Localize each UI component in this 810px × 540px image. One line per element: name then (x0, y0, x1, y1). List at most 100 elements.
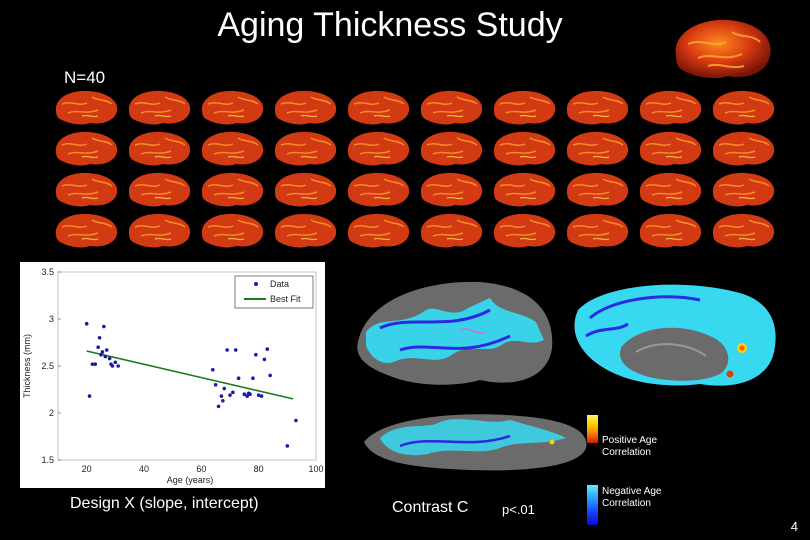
data-point (102, 324, 106, 329)
x-tick-label: 100 (308, 464, 323, 474)
brain-thumbnail (198, 88, 271, 129)
brain-icon (639, 172, 702, 207)
brain-icon (420, 131, 483, 166)
data-point (107, 356, 112, 361)
brain-icon (274, 172, 337, 207)
data-point (268, 373, 272, 378)
brain-thumbnail (636, 88, 709, 129)
brain-thumbnail (344, 170, 417, 211)
brain-thumbnail (563, 211, 636, 252)
data-point (233, 348, 238, 352)
positive-correlation-colorbar (587, 415, 598, 443)
brain-icon (274, 131, 337, 166)
data-point (216, 404, 221, 409)
data-point (236, 376, 241, 381)
brain-thumbnail (636, 211, 709, 252)
x-tick-label: 80 (254, 464, 264, 474)
brain-thumbnail (490, 88, 563, 129)
data-point (294, 418, 298, 423)
slide-title: Aging Thickness Study (217, 6, 563, 44)
brain-thumbnail (198, 211, 271, 252)
negative-correlation-label: Negative Age Correlation (602, 486, 662, 509)
data-point (96, 345, 100, 349)
brain-icon (420, 213, 483, 248)
brain-thumbnail (563, 88, 636, 129)
brain-icon (712, 172, 775, 207)
brain-icon (493, 90, 556, 125)
data-point (231, 390, 235, 395)
data-point (219, 394, 224, 398)
brain-icon (639, 213, 702, 248)
brain-icon (201, 90, 264, 125)
brain-icon (347, 213, 410, 248)
brain-icon (55, 90, 118, 125)
y-tick-label: 2 (49, 408, 54, 418)
brain-thumbnail (125, 129, 198, 170)
x-axis-label: Age (years) (167, 475, 214, 485)
brain-thumbnail (417, 170, 490, 211)
brain-thumbnail (417, 88, 490, 129)
large-brain-icon (675, 19, 771, 79)
design-caption: Design X (slope, intercept) (70, 495, 259, 512)
brain-thumbnail (125, 88, 198, 129)
brain-thumbnail (417, 129, 490, 170)
brain-icon (493, 213, 556, 248)
data-point (285, 444, 290, 448)
y-tick-label: 1.5 (41, 455, 54, 465)
brain-icon (274, 90, 337, 125)
brain-icon (566, 213, 629, 248)
data-point (262, 357, 267, 362)
cortical-surface-map (340, 270, 785, 500)
brain-thumbnail (125, 211, 198, 252)
contrast-caption: Contrast C (392, 499, 469, 516)
brain-thumbnail (52, 129, 125, 170)
brain-thumbnail (344, 211, 417, 252)
brain-thumbnail (563, 129, 636, 170)
brain-icon (55, 131, 118, 166)
brain-icon (347, 131, 410, 166)
sample-size-label: N=40 (64, 68, 106, 87)
brain-icon (128, 172, 191, 207)
brain-icon (639, 131, 702, 166)
brain-thumbnail (563, 170, 636, 211)
data-point (248, 392, 252, 396)
brain-icon (420, 90, 483, 125)
brain-icon (566, 131, 629, 166)
data-point (100, 350, 105, 354)
data-point (99, 352, 103, 357)
brain-thumbnail (709, 170, 782, 211)
brain-icon (493, 131, 556, 166)
brain-thumbnail (52, 88, 125, 129)
brain-thumbnail (52, 170, 125, 211)
data-point (254, 352, 258, 357)
brain-thumbnail (417, 211, 490, 252)
brain-thumbnail (709, 88, 782, 129)
data-point (97, 336, 102, 340)
brain-thumbnail-grid (52, 88, 782, 252)
brain-icon (493, 172, 556, 207)
data-point (228, 393, 232, 397)
brain-icon (274, 213, 337, 248)
data-point (211, 367, 215, 372)
data-point (110, 364, 115, 368)
data-point (225, 348, 229, 352)
brain-thumbnail (271, 170, 344, 211)
brain-thumbnail (709, 211, 782, 252)
brain-thumbnail (636, 170, 709, 211)
data-point (103, 354, 108, 359)
brain-thumbnail (490, 129, 563, 170)
plot-legend-box (234, 275, 314, 309)
brain-thumbnail (198, 170, 271, 211)
data-point (84, 321, 89, 326)
brain-icon (201, 131, 264, 166)
brain-thumbnail (52, 211, 125, 252)
brain-thumbnail (636, 129, 709, 170)
brain-icon (55, 213, 118, 248)
brain-icon (55, 172, 118, 207)
positive-correlation-label: Positive Age Correlation (602, 435, 658, 458)
age-thickness-scatter-plot: 1.5 2 2.5 3 3.5 20 40 60 80 100 Data Best Fit Th… (20, 262, 325, 488)
brain-icon (712, 90, 775, 125)
brain-icon (128, 131, 191, 166)
data-point (93, 362, 98, 366)
data-point (87, 394, 92, 398)
